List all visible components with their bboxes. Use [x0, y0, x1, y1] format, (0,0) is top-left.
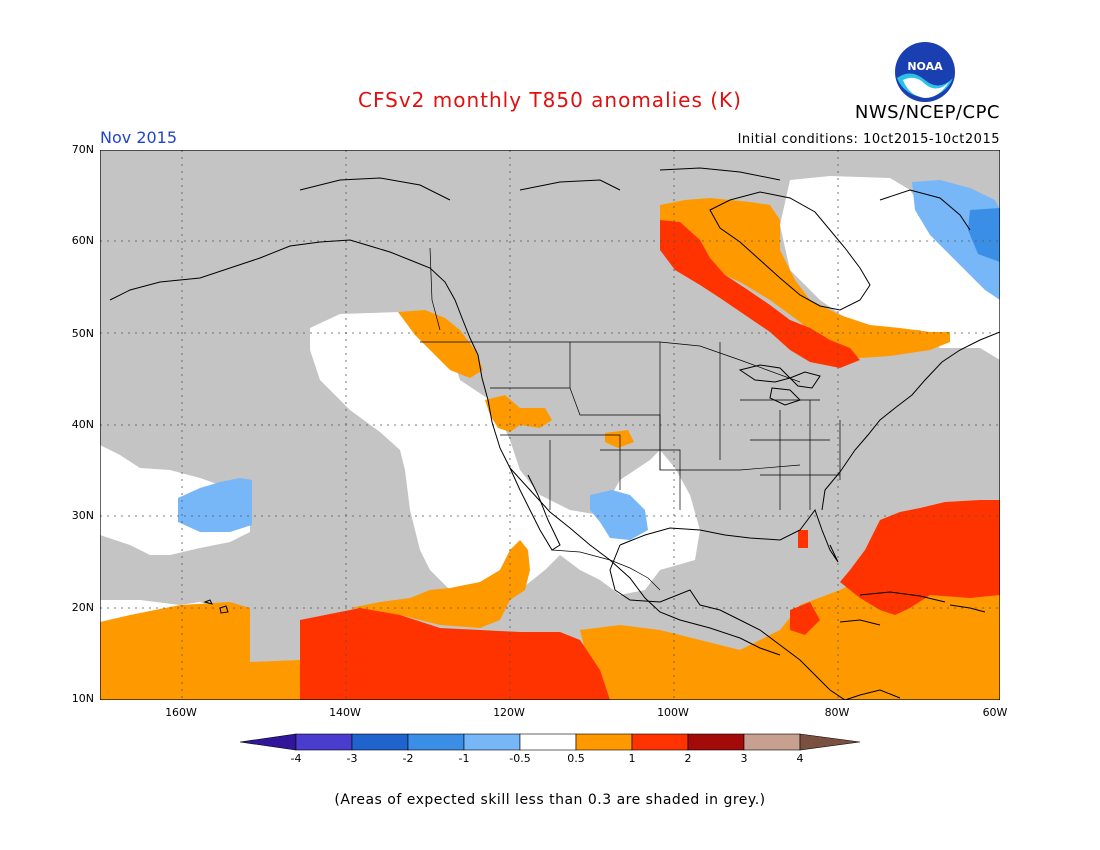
- colorbar-label: 4: [796, 752, 804, 765]
- lat-label: 50N: [71, 327, 94, 340]
- strong-warm-anomaly-area: [798, 530, 808, 548]
- colorbar-swatch: [295, 733, 353, 751]
- colorbar: [239, 733, 861, 751]
- strong-warm-anomaly-area: [660, 220, 860, 368]
- colorbar-label: 2: [684, 752, 692, 765]
- noaa-logo: NOAA: [895, 42, 955, 102]
- lat-label: 10N: [71, 692, 94, 705]
- warm-anomaly-area: [660, 198, 950, 358]
- political-boundaries: [420, 247, 841, 591]
- colorbar-swatch: [631, 733, 689, 751]
- neutral-area: [780, 176, 1000, 360]
- colorbar-swatch: [743, 733, 801, 751]
- colorbar-swatch: [351, 733, 409, 751]
- colorbar-label: -4: [290, 752, 302, 765]
- colorbar-label: 3: [740, 752, 748, 765]
- strong-cool-anomaly-area: [968, 208, 1000, 262]
- anomaly-map: [100, 150, 1000, 700]
- colorbar-swatch: [519, 733, 577, 751]
- colorbar-swatch: [407, 733, 465, 751]
- strong-warm-anomaly-area: [300, 608, 610, 700]
- lon-label: 140W: [329, 706, 361, 719]
- warm-anomaly-area: [485, 395, 552, 432]
- agency-label: NWS/NCEP/CPC: [854, 102, 1000, 123]
- strong-warm-anomaly-area: [790, 602, 820, 635]
- strong-warm-anomaly-area: [840, 500, 1000, 615]
- warm-anomaly-area: [350, 540, 530, 628]
- colorbar-label: -2: [402, 752, 414, 765]
- forecast-month: Nov 2015: [100, 128, 178, 147]
- colorbar-swatch: [575, 733, 633, 751]
- chart-title: CFSv2 monthly T850 anomalies (K): [358, 88, 742, 112]
- colorbar-arrow-high: [799, 733, 861, 751]
- skill-footnote: (Areas of expected skill less than 0.3 a…: [334, 792, 766, 808]
- graticule: [100, 150, 1000, 700]
- lon-label: 120W: [493, 706, 525, 719]
- lon-label: 60W: [982, 706, 1008, 719]
- colorbar-label: 0.5: [567, 752, 585, 765]
- lon-label: 160W: [165, 706, 197, 719]
- colorbar-swatch: [463, 733, 521, 751]
- colorbar-label: -3: [346, 752, 358, 765]
- warm-anomaly-area: [605, 430, 634, 448]
- lat-label: 40N: [71, 418, 94, 431]
- warm-anomaly-area: [398, 310, 483, 378]
- cool-anomaly-area: [178, 478, 252, 532]
- warm-anomaly-area: [100, 602, 300, 700]
- lat-label: 20N: [71, 601, 94, 614]
- colorbar-label: 1: [628, 752, 636, 765]
- initial-conditions: Initial conditions: 10ct2015-10ct2015: [737, 132, 1000, 147]
- cool-anomaly-area: [590, 490, 648, 540]
- lat-label: 30N: [71, 509, 94, 522]
- colorbar-label: -0.5: [509, 752, 531, 765]
- colorbar-label: -1: [458, 752, 470, 765]
- colorbar-arrow-low: [239, 733, 297, 751]
- lon-label: 80W: [824, 706, 850, 719]
- colorbar-swatch: [687, 733, 745, 751]
- lon-label: 100W: [657, 706, 689, 719]
- noaa-logo-text: NOAA: [907, 60, 943, 73]
- lat-label: 60N: [71, 234, 94, 247]
- lat-label: 70N: [71, 143, 94, 156]
